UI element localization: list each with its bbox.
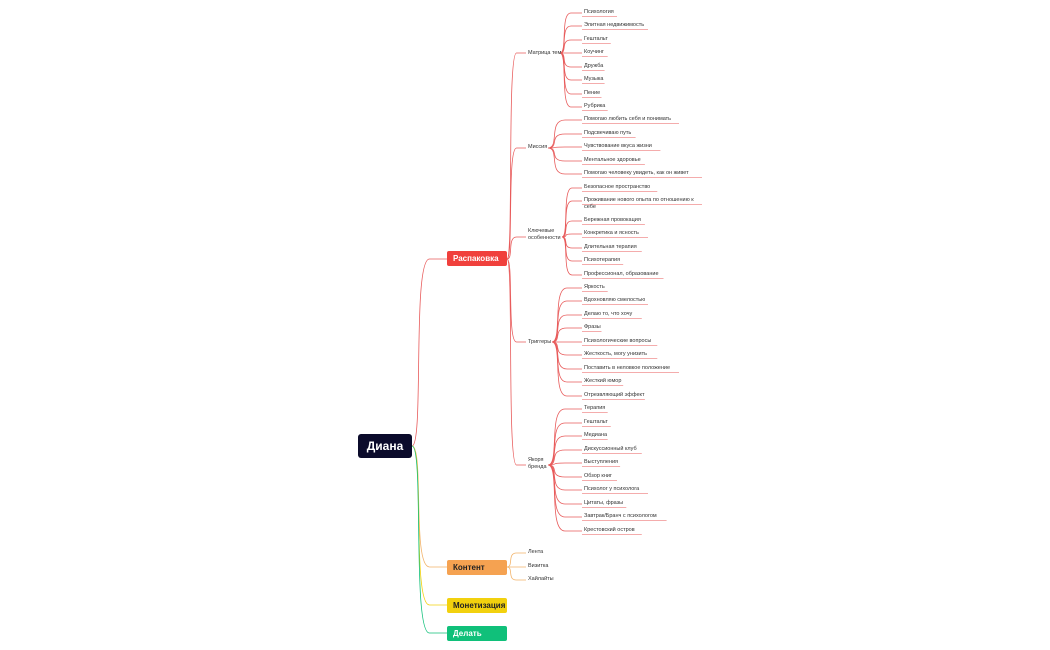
branch-content[interactable]: Контент: [447, 560, 507, 575]
matrix-item[interactable]: Психология: [584, 9, 614, 15]
mission-item-link: [547, 119, 582, 149]
triggers-item-link: [551, 314, 582, 343]
link-root-raspakovka: [411, 258, 447, 447]
content-item[interactable]: Лента: [528, 549, 544, 555]
sub-triggers[interactable]: Триггеры: [528, 339, 552, 345]
sub-anchors-line2: бренда: [528, 464, 547, 470]
content-item[interactable]: Визитка: [528, 563, 549, 569]
anchors-item[interactable]: Психолог у психолога: [584, 486, 640, 492]
link-raspakovka-triggers: [506, 258, 526, 343]
features-item-link: [561, 220, 582, 238]
sub-mission[interactable]: Миссия: [528, 144, 548, 150]
matrix-item[interactable]: Пение: [584, 90, 601, 96]
triggers-item[interactable]: Поставить в неловкое положение: [584, 365, 671, 371]
matrix-item[interactable]: Коучинг: [584, 49, 604, 55]
anchors-item-link: [547, 464, 582, 491]
matrix-item[interactable]: Дружба: [584, 63, 604, 69]
features-item[interactable]: Бережная провокация: [584, 217, 641, 223]
anchors-item[interactable]: Цитаты, фразы: [584, 500, 624, 506]
branch-monetization[interactable]: Монетизация: [447, 598, 507, 613]
triggers-item[interactable]: Жесткость, могу унизить: [584, 351, 648, 357]
triggers-item[interactable]: Вдохновляю смелостью: [584, 297, 646, 303]
branch-delegate[interactable]: Делать: [447, 626, 507, 641]
features-item[interactable]: Профессионал, образование: [584, 271, 659, 277]
matrix-item[interactable]: Элитная недвижимость: [584, 22, 645, 28]
root-node[interactable]: Диана: [358, 434, 412, 458]
anchors-item-link: [547, 464, 582, 532]
triggers-item-link: [551, 327, 582, 343]
anchors-item[interactable]: Гештальт: [584, 419, 608, 425]
mission-item-link: [547, 133, 582, 149]
anchors-item[interactable]: Медиана: [584, 432, 608, 438]
anchors-item[interactable]: Выступления: [584, 459, 619, 465]
features-item[interactable]: Проживание нового опыта по отношению к с…: [584, 197, 694, 210]
content-item-link: [506, 566, 526, 581]
mission-item[interactable]: Помогаю любить себя и понимать: [584, 116, 672, 122]
features-item-link: [561, 233, 582, 238]
triggers-item[interactable]: Жесткий юмор: [584, 378, 622, 384]
mission-item-link: [547, 146, 582, 149]
content-item-link: [506, 552, 526, 568]
sub-features[interactable]: Ключевые особенности: [528, 228, 561, 242]
triggers-item[interactable]: Яркость: [584, 284, 605, 290]
link-raspakovka-features: [506, 236, 526, 260]
matrix-item-link: [559, 25, 582, 54]
triggers-item-link: [551, 300, 582, 343]
anchors-item-link: [547, 408, 582, 466]
mission-item[interactable]: Чувствование вкуса жизни: [584, 143, 652, 149]
link-root-delegate: [411, 445, 447, 634]
link-raspakovka-mission: [506, 147, 526, 260]
features-item[interactable]: Длительная терапия: [584, 244, 637, 250]
triggers-item[interactable]: Фразы: [584, 324, 601, 330]
triggers-item-link: [551, 341, 582, 397]
matrix-item-link: [559, 12, 582, 54]
mission-item[interactable]: Подсвечиваю путь: [584, 130, 632, 136]
anchors-item[interactable]: Дискуссионный клуб: [584, 446, 637, 452]
mission-item[interactable]: Ментальное здоровье: [584, 157, 641, 163]
triggers-item[interactable]: Отрезвляющий эффект: [584, 392, 645, 398]
content-item[interactable]: Хайлайты: [528, 576, 554, 582]
matrix-item[interactable]: Рубрика: [584, 103, 606, 109]
anchors-item-link: [547, 449, 582, 466]
sub-matrix[interactable]: Матрица тем: [528, 50, 562, 56]
anchors-item[interactable]: Крестовский остров: [584, 527, 635, 533]
features-item[interactable]: Конкретика и ясность: [584, 230, 639, 236]
mission-item-link: [547, 147, 582, 175]
matrix-item[interactable]: Музыка: [584, 76, 604, 82]
anchors-item[interactable]: Обзор книг: [584, 473, 612, 479]
sub-features-line2: особенности: [528, 235, 561, 241]
triggers-item[interactable]: Делаю то, что хочу: [584, 311, 633, 317]
branch-raspakovka[interactable]: Распаковка: [447, 251, 507, 266]
triggers-item[interactable]: Психологические вопросы: [584, 338, 652, 344]
mission-item-link: [547, 147, 582, 162]
features-item-link: [561, 200, 582, 238]
features-item[interactable]: Психотерапия: [584, 257, 621, 263]
sub-features-line1: Ключевые: [528, 228, 555, 234]
anchors-item[interactable]: Завтрак/Бранч с психологом: [584, 513, 657, 519]
matrix-item-link: [559, 52, 582, 108]
anchors-item-link: [547, 435, 582, 466]
anchors-item-link: [547, 422, 582, 466]
mission-item[interactable]: Помогаю человеку увидеть, как он живет: [584, 170, 689, 176]
features-item[interactable]: Безопасное пространство: [584, 184, 651, 190]
features-item-link: [561, 236, 582, 276]
matrix-item-link: [559, 39, 582, 54]
sub-anchors-line1: Якоря: [528, 457, 544, 463]
sub-anchors[interactable]: Якоря бренда: [528, 457, 547, 471]
link-raspakovka-anchors: [506, 258, 526, 466]
anchors-item[interactable]: Терапия: [584, 405, 606, 411]
matrix-item[interactable]: Гештальт: [584, 36, 608, 42]
link-raspakovka-matrix: [506, 52, 526, 260]
